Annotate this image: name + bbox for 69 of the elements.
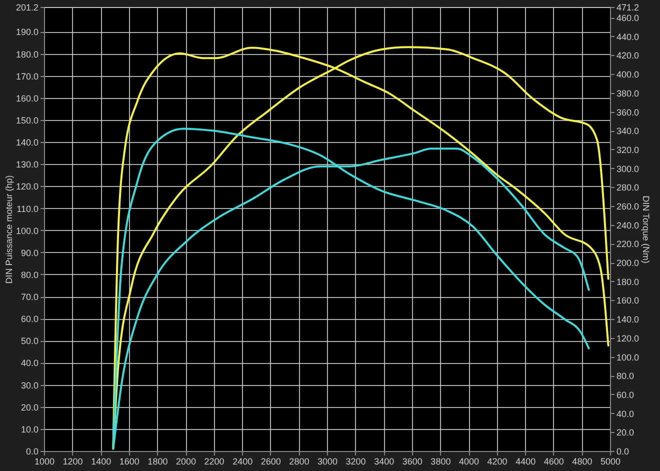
y-tick-label: 0.0: [26, 446, 38, 456]
x-tick-label: 2000: [176, 456, 196, 466]
y2-tick-label: 340.0: [616, 126, 640, 136]
y-tick-label: 150.0: [16, 115, 38, 126]
y2-tick-label: 120.0: [616, 333, 640, 344]
y2-tick-label: 400.0: [616, 70, 640, 80]
y2-tick-label: 240.0: [616, 220, 640, 230]
y-tick-label: 140.0: [16, 138, 38, 148]
y2-tick-label: 280.0: [616, 182, 640, 193]
y2-tick-label: 220.0: [616, 239, 640, 250]
y2-tick-label: 80.0: [616, 371, 634, 382]
y-tick-label: 90.0: [20, 248, 38, 258]
y2-tick-label: 0.0: [616, 446, 630, 456]
y2-tick-label: 200.0: [616, 258, 640, 268]
x-tick-label: 4800: [572, 456, 592, 466]
y-tick-label: 40.0: [20, 358, 38, 368]
y-tick-label: 180.0: [16, 49, 38, 60]
x-tick-label: 1800: [148, 456, 168, 466]
y-tick-label: 120.0: [16, 182, 38, 192]
y-tick-label: 170.0: [16, 71, 38, 82]
y-tick-label: 50.0: [20, 336, 38, 346]
x-tick-label: 5000: [600, 456, 621, 466]
y2-tick-label: 360.0: [616, 107, 640, 118]
y2-tick-label: 140.0: [616, 314, 640, 325]
y2-tick-label: 471.2: [616, 2, 640, 12]
y2-tick-label: 180.0: [616, 276, 640, 287]
x-tick-label: 1400: [91, 456, 112, 466]
y-tick-label: 100.0: [16, 226, 38, 236]
y-axis-title: DIN Puissance moteur (hp): [4, 175, 14, 284]
x-tick-label: 3600: [402, 456, 422, 466]
y2-tick-label: 40.0: [616, 408, 634, 419]
y-tick-label: 10.0: [20, 424, 38, 434]
y2-tick-label: 380.0: [616, 88, 640, 98]
y-tick-label: 160.0: [16, 93, 38, 104]
y2-tick-label: 20.0: [616, 428, 634, 438]
y2-axis-title: DIN Torque (Nm): [641, 196, 652, 264]
x-tick-label: 3800: [430, 456, 451, 466]
x-tick-label: 3400: [374, 456, 394, 466]
y2-tick-label: 420.0: [616, 50, 640, 61]
y2-tick-label: 460.0: [616, 13, 640, 24]
x-tick-label: 2600: [260, 456, 281, 466]
x-tick-label: 3200: [346, 456, 366, 466]
y-tick-label: 60.0: [20, 314, 38, 324]
y-tick-label: 110.0: [16, 204, 38, 214]
x-tick-label: 1200: [62, 456, 83, 466]
y2-tick-label: 440.0: [616, 32, 640, 42]
x-tick-label: 2800: [289, 456, 310, 466]
x-tick-label: 4600: [544, 456, 564, 466]
y-tick-label: 130.0: [16, 160, 38, 170]
y-tick-label: 201.2: [16, 2, 38, 12]
y-tick-label: 20.0: [20, 402, 38, 412]
y2-tick-label: 260.0: [616, 202, 640, 212]
y2-tick-label: 60.0: [616, 390, 634, 400]
x-tick-label: 3000: [317, 456, 338, 466]
x-tick-label: 2400: [232, 456, 253, 466]
y2-tick-label: 300.0: [616, 164, 640, 174]
y2-tick-label: 160.0: [616, 296, 640, 306]
y2-tick-label: 320.0: [616, 144, 640, 155]
y-tick-label: 80.0: [20, 270, 38, 280]
x-tick-label: 1600: [119, 456, 140, 466]
x-tick-label: 2200: [204, 456, 224, 466]
y2-tick-label: 100.0: [616, 352, 640, 362]
y-tick-label: 190.0: [16, 27, 38, 38]
x-tick-label: 4000: [458, 456, 480, 466]
x-tick-label: 1000: [34, 456, 55, 466]
x-tick-label: 4400: [516, 456, 536, 466]
y-tick-label: 30.0: [20, 380, 38, 390]
y-tick-label: 70.0: [20, 292, 38, 302]
x-tick-label: 4200: [487, 456, 508, 466]
